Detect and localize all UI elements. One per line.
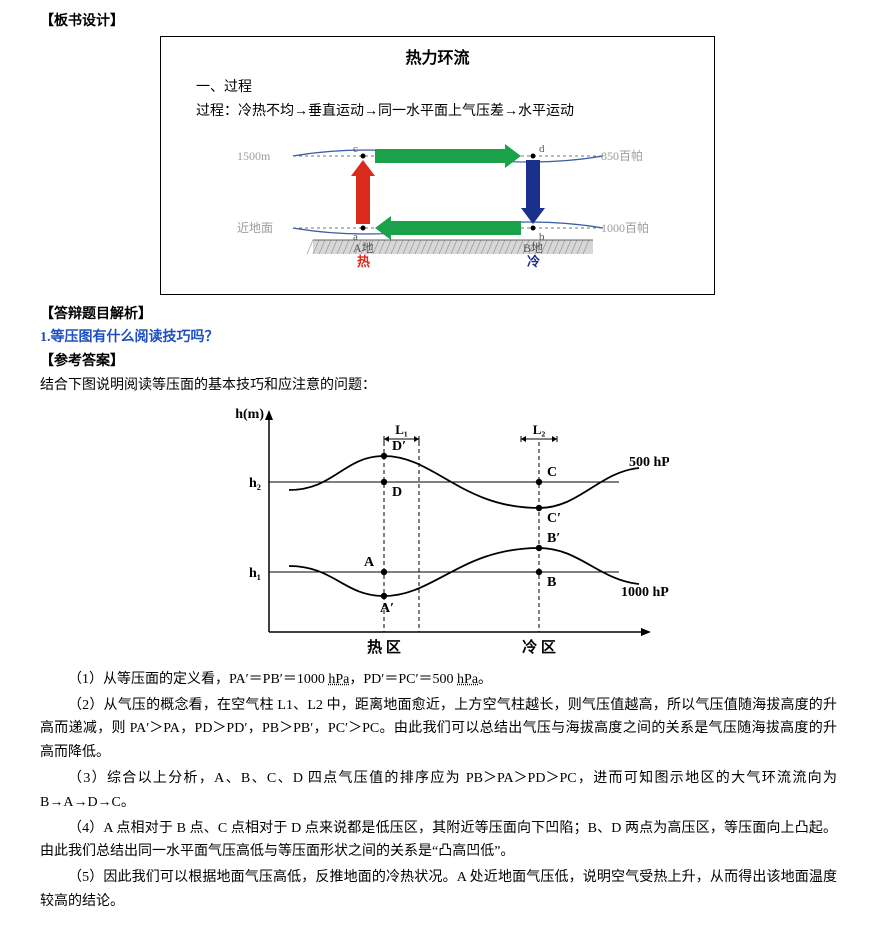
- svg-text:B′: B′: [547, 531, 560, 546]
- svg-text:热: 热: [357, 254, 370, 269]
- heading-board-design: 【板书设计】: [40, 10, 837, 34]
- svg-text:L₁: L₁: [395, 422, 408, 437]
- svg-text:h(m): h(m): [235, 407, 264, 422]
- svg-text:850百帕: 850百帕: [601, 148, 643, 163]
- svg-text:B地: B地: [523, 241, 543, 255]
- p1a: （1）从等压面的定义看，PA′＝PB′＝1000: [68, 672, 328, 687]
- svg-text:L₂: L₂: [532, 422, 545, 437]
- svg-text:近地面: 近地面: [237, 221, 273, 235]
- svg-text:c: c: [353, 143, 358, 155]
- board-box: 热力环流 一、过程 过程：冷热不均→垂直运动→同一水平面上气压差→水平运动 c d…: [160, 36, 715, 295]
- para-2: （2）从气压的概念看，在空气柱 L1、L2 中，距离地面愈近，上方空气柱越长，则…: [40, 694, 837, 765]
- svg-text:A: A: [364, 555, 375, 570]
- svg-text:d: d: [539, 143, 545, 155]
- svg-text:C: C: [547, 465, 557, 480]
- svg-text:h₂: h₂: [249, 476, 261, 491]
- svg-text:冷: 冷: [527, 254, 540, 269]
- svg-text:500 hPa: 500 hPa: [629, 455, 669, 470]
- heading-ref-answer: 【参考答案】: [40, 350, 837, 374]
- heading-defense: 【答辩题目解析】: [40, 303, 837, 327]
- circulation-diagram: cdab1500m近地面850百帕1000百帕A地B地热冷: [223, 128, 653, 278]
- p1c: 。: [478, 672, 492, 687]
- isobaric-diagram: h(m) h₂ h₁ L₁ L₂ 500 hPa 1000 hPa D D′ C C′ A A′ B B′ 热…: [209, 402, 669, 662]
- box-sub2: 过程：冷热不均→垂直运动→同一水平面上气压差→水平运动: [175, 100, 700, 124]
- svg-text:D′: D′: [392, 439, 406, 454]
- para-3: （3）综合以上分析，A、B、C、D 四点气压值的排序应为 PB＞PA＞PD＞PC…: [40, 767, 837, 815]
- p1b: ，PD′＝PC′＝500: [349, 672, 457, 687]
- intro-line: 结合下图说明阅读等压面的基本技巧和应注意的问题：: [40, 374, 837, 398]
- svg-text:1000百帕: 1000百帕: [601, 220, 649, 235]
- p1-hpa1: hPa: [328, 672, 349, 687]
- svg-text:A′: A′: [380, 601, 394, 616]
- box-title: 热力环流: [175, 45, 700, 72]
- svg-text:C′: C′: [547, 511, 561, 526]
- para-5: （5）因此我们可以根据地面气压高低，反推地面的冷热状况。A 处近地面气压低，说明…: [40, 866, 837, 914]
- svg-text:h₁: h₁: [249, 566, 261, 581]
- svg-text:A地: A地: [353, 241, 374, 255]
- para-1: （1）从等压面的定义看，PA′＝PB′＝1000 hPa，PD′＝PC′＝500…: [40, 668, 837, 692]
- p1-hpa2: hPa: [457, 672, 478, 687]
- svg-text:冷 区: 冷 区: [522, 638, 556, 656]
- svg-text:1500m: 1500m: [237, 149, 271, 163]
- svg-text:D: D: [392, 485, 402, 500]
- para-4: （4）A 点相对于 B 点、C 点相对于 D 点来说都是低压区，其附近等压面向下…: [40, 817, 837, 865]
- box-sub1: 一、过程: [175, 76, 700, 100]
- svg-text:B: B: [547, 575, 556, 590]
- svg-text:热 区: 热 区: [367, 638, 401, 656]
- defense-question-1: 1.等压图有什么阅读技巧吗？: [40, 326, 837, 350]
- svg-text:1000 hPa: 1000 hPa: [621, 585, 669, 600]
